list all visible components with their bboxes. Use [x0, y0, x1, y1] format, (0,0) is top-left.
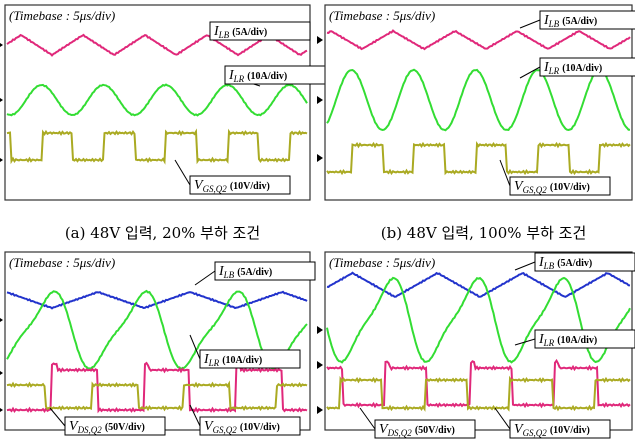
signal-subscript: GS,Q2 [523, 185, 548, 195]
signal-subscript: LB [548, 19, 560, 29]
signal-subscript: LR [233, 74, 245, 84]
timebase-label: (Timebase : 5μs/div) [329, 8, 435, 23]
timebase-label: (Timebase : 5μs/div) [9, 255, 115, 270]
figure: (Timebase : 5μs/div)ILB(5A/div)ILR(10A/d… [0, 0, 635, 445]
channel-marker [0, 369, 3, 377]
signal-scale: (10A/div) [247, 71, 287, 82]
signal-subscript: LB [223, 270, 235, 280]
scope-panel: (Timebase : 5μs/div)ILB(5A/div)ILR(10A/d… [317, 5, 635, 200]
signal-subscript: LB [218, 30, 230, 40]
signal-scale: (5A/div) [557, 258, 592, 269]
signal-scale: (50V/div) [415, 425, 455, 436]
signal-scale: (10A/div) [222, 355, 262, 366]
timebase-label: (Timebase : 5μs/div) [9, 8, 115, 23]
channel-marker [317, 361, 323, 369]
signal-scale: (5A/div) [232, 27, 267, 38]
channel-marker [0, 406, 3, 414]
panel-caption: (a) 48V 입력, 20% 부하 조건 [65, 224, 260, 242]
scope-panel: (Timebase : 5μs/div)ILB(5A/div)ILR(10A/d… [0, 252, 315, 435]
signal-scale: (10V/div) [550, 425, 590, 436]
timebase-label: (Timebase : 5μs/div) [329, 255, 435, 270]
signal-subscript: LR [543, 338, 555, 348]
channel-marker [0, 96, 3, 104]
signal-scale: (10A/div) [557, 335, 597, 346]
signal-scale: (50V/div) [105, 422, 145, 433]
signal-subscript: GS,Q2 [203, 184, 228, 194]
channel-marker [317, 326, 323, 334]
signal-subscript: GS,Q2 [213, 425, 238, 435]
signal-scale: (10V/div) [230, 181, 270, 192]
signal-subscript: LR [548, 66, 560, 76]
channel-marker [317, 96, 323, 104]
signal-subscript: DS,Q2 [77, 425, 103, 435]
signal-scale: (5A/div) [562, 16, 597, 27]
channel-marker [317, 36, 323, 44]
signal-scale: (10V/div) [240, 422, 280, 433]
signal-subscript: GS,Q2 [523, 428, 548, 438]
channel-marker [0, 316, 3, 324]
signal-scale: (10V/div) [550, 182, 590, 193]
panel-caption: (b) 48V 입력, 100% 부하 조건 [381, 224, 587, 242]
signal-subscript: LB [543, 261, 555, 271]
scope-panel: (Timebase : 5μs/div)ILB(5A/div)ILR(10A/d… [317, 252, 635, 438]
channel-marker [0, 41, 3, 49]
channel-marker [317, 154, 323, 162]
signal-scale: (10A/div) [562, 63, 602, 74]
scope-panel: (Timebase : 5μs/div)ILB(5A/div)ILR(10A/d… [0, 5, 325, 200]
signal-subscript: LR [208, 358, 220, 368]
signal-scale: (5A/div) [237, 267, 272, 278]
channel-marker [317, 406, 323, 414]
channel-marker [0, 156, 3, 164]
signal-subscript: DS,Q2 [387, 428, 413, 438]
